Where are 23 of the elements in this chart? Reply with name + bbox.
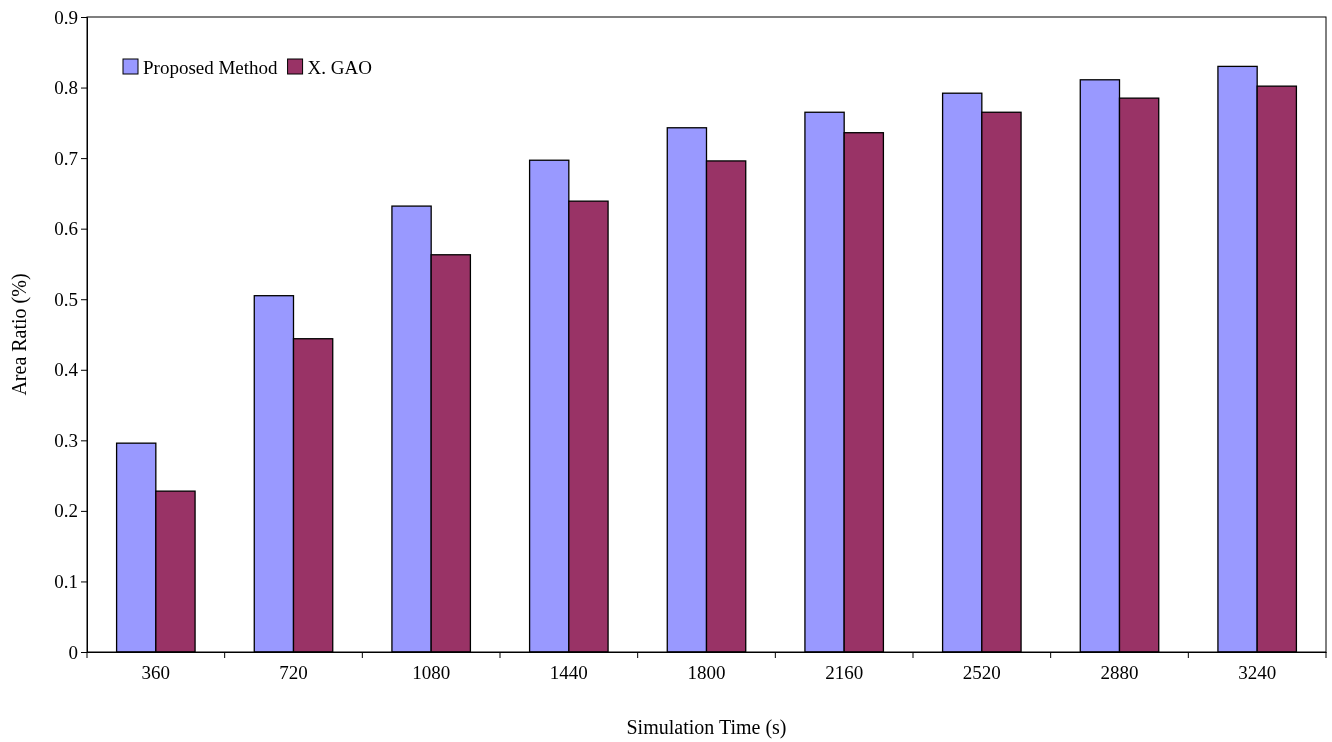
y-axis-title: Area Ratio (%) bbox=[8, 273, 31, 396]
y-tick-label: 0.6 bbox=[54, 218, 78, 240]
x-tick-label: 360 bbox=[141, 662, 171, 684]
x-tick-label: 3240 bbox=[1238, 662, 1277, 684]
x-tick-label: 2880 bbox=[1100, 662, 1139, 684]
x-tick-label: 1800 bbox=[687, 662, 726, 684]
y-tick-label: 0.5 bbox=[54, 288, 78, 310]
y-tick-label: 0.1 bbox=[54, 571, 78, 593]
y-tick-label: 0.7 bbox=[54, 147, 78, 169]
x-tick-label: 720 bbox=[279, 662, 308, 684]
x-tick-label: 1080 bbox=[412, 662, 451, 684]
x-axis-title: Simulation Time (s) bbox=[626, 716, 787, 739]
y-tick-label: 0 bbox=[68, 641, 78, 663]
y-tick-label: 0.9 bbox=[54, 6, 78, 28]
y-tick-label: 0.2 bbox=[54, 500, 78, 522]
x-tick-label: 1440 bbox=[549, 662, 588, 684]
y-tick-label: 0.3 bbox=[54, 429, 78, 451]
y-tick-label: 0.4 bbox=[54, 359, 79, 381]
legend-label: Proposed Method bbox=[143, 56, 279, 78]
y-tick-label: 0.8 bbox=[54, 77, 78, 99]
x-tick-label: 2520 bbox=[962, 662, 1001, 684]
legend-label: X. GAO bbox=[307, 56, 372, 78]
x-tick-label: 2160 bbox=[825, 662, 864, 684]
